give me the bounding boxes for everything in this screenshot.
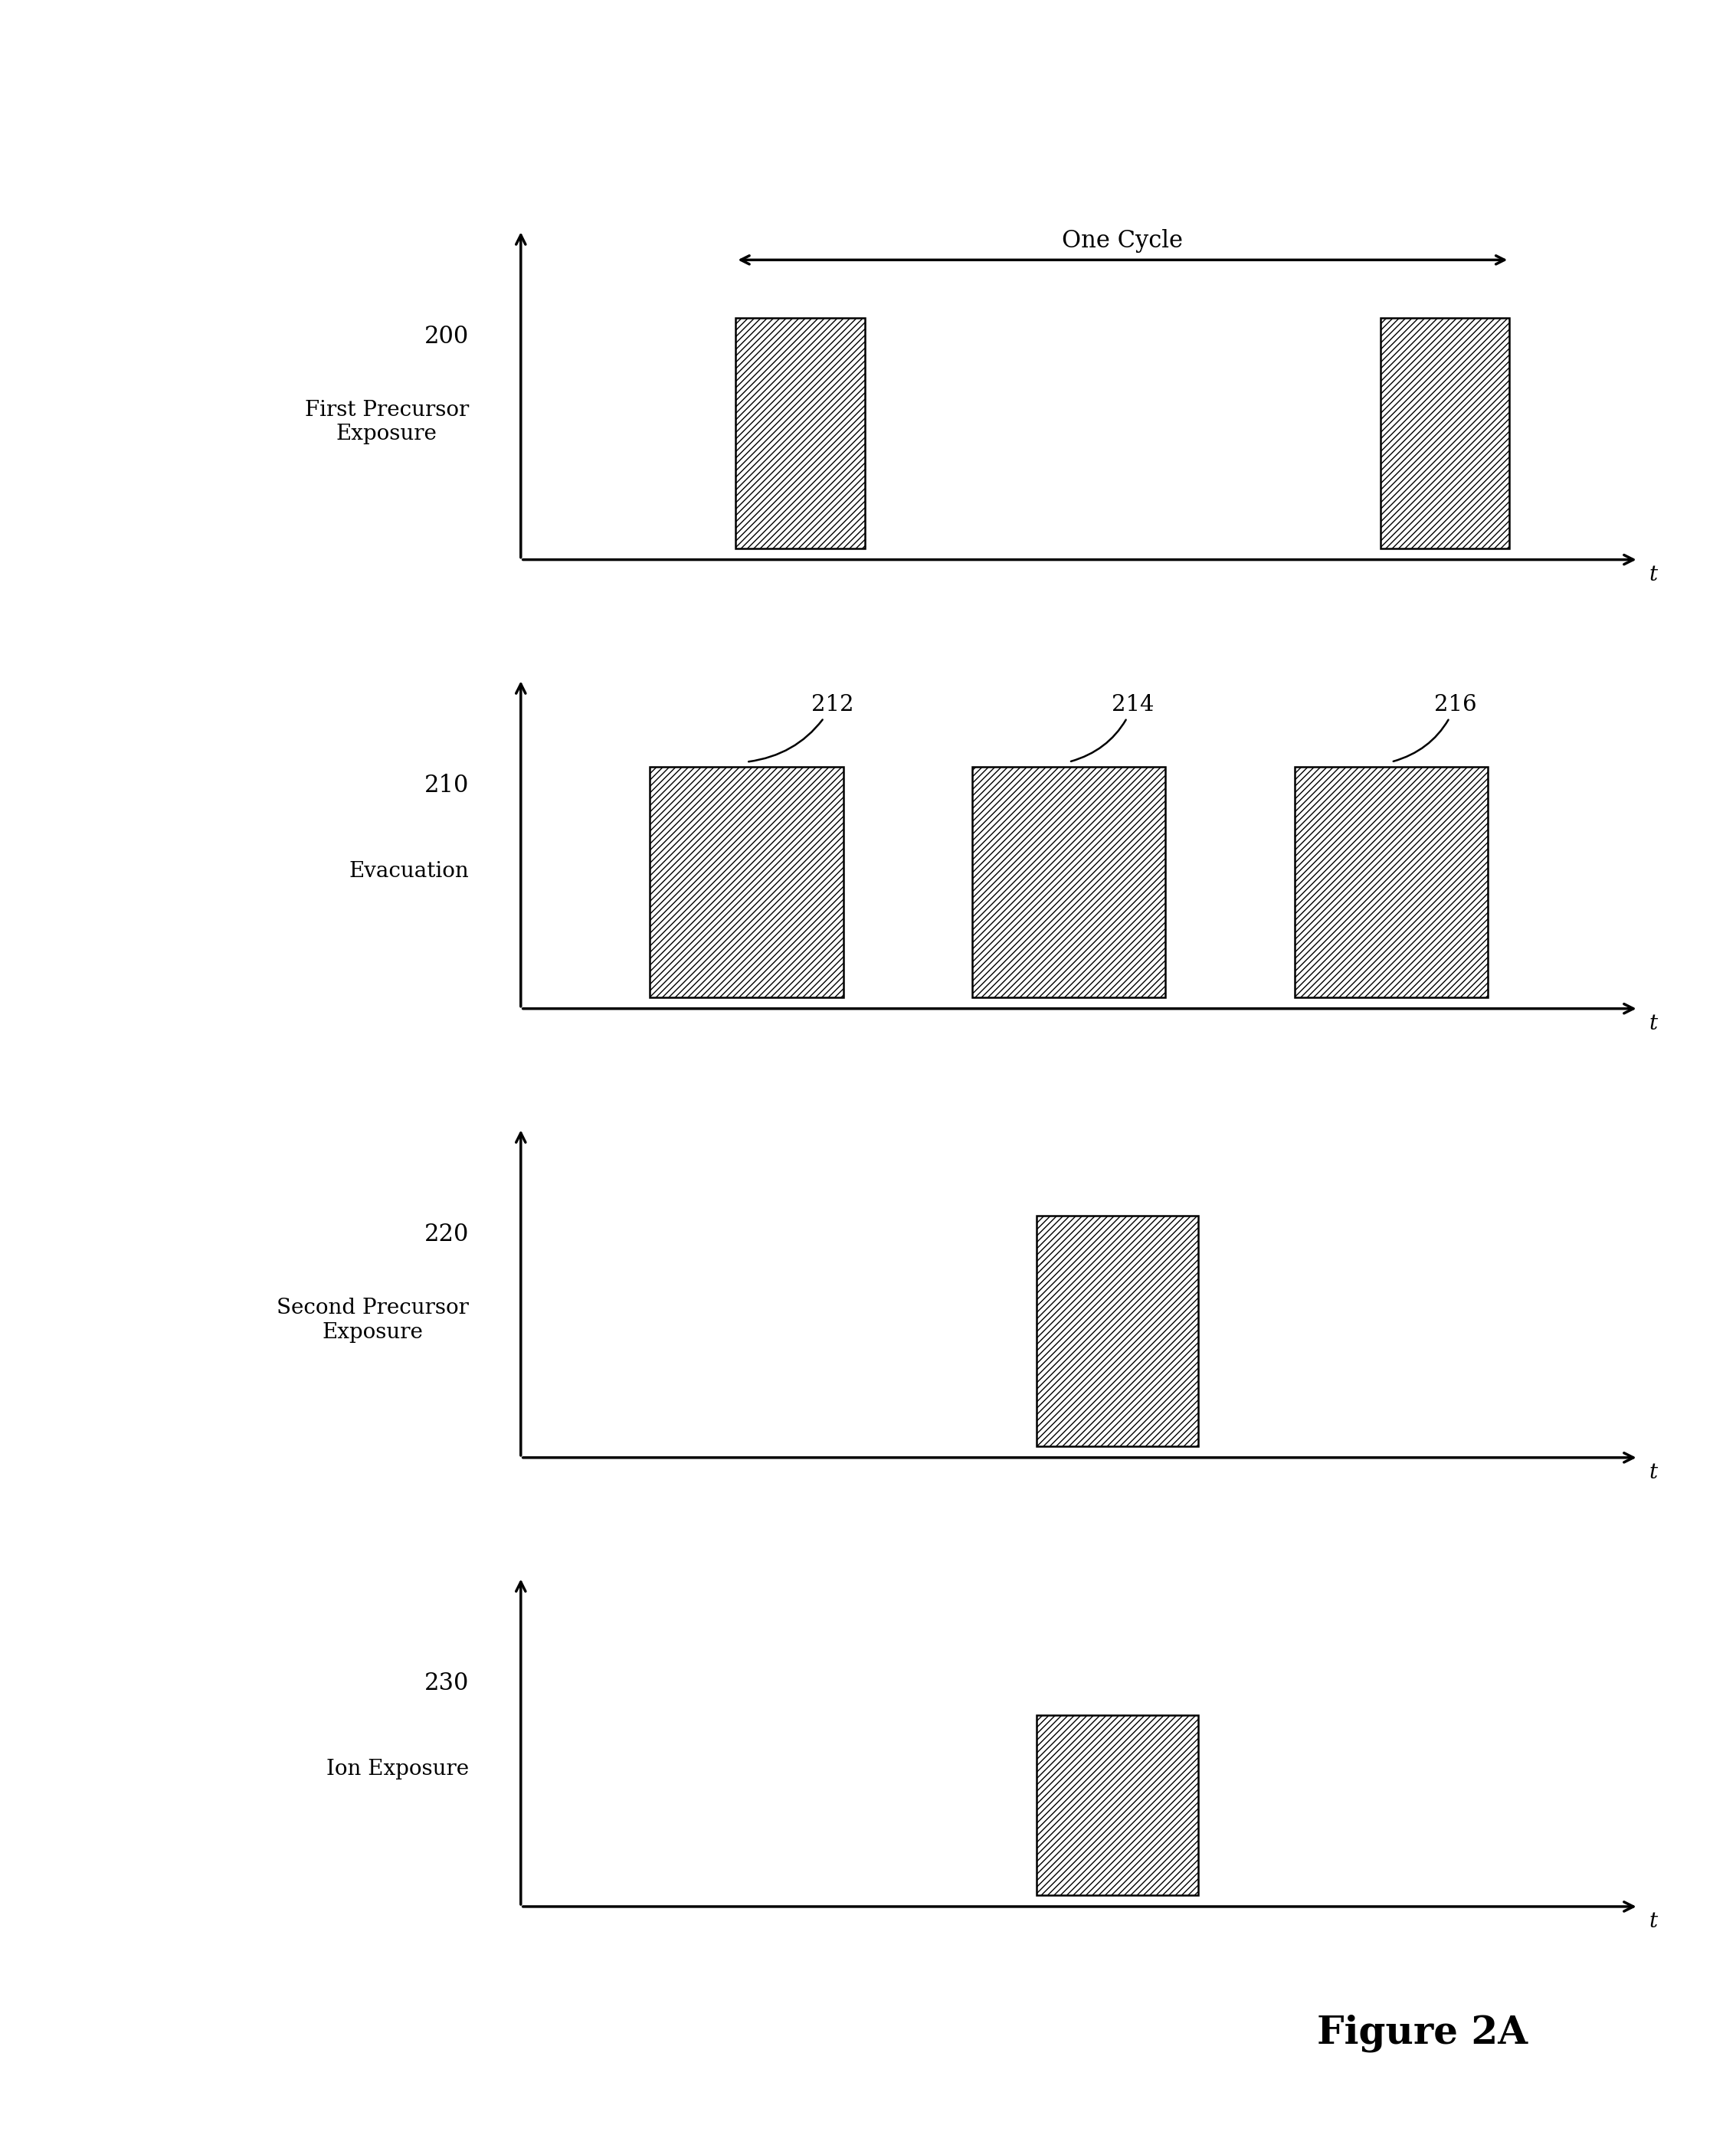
Text: Second Precursor
Exposure: Second Precursor Exposure [276, 1298, 469, 1343]
Bar [972, 768, 1165, 996]
Text: 210: 210 [424, 774, 469, 797]
Bar [1036, 1217, 1198, 1445]
Text: Evacuation: Evacuation [349, 862, 469, 881]
Bar [649, 768, 844, 996]
Text: t: t [1649, 1911, 1658, 1933]
Text: First Precursor
Exposure: First Precursor Exposure [304, 400, 469, 445]
Text: t: t [1649, 1013, 1658, 1035]
Bar [1380, 319, 1510, 547]
Text: t: t [1649, 564, 1658, 586]
Text: 216: 216 [1394, 695, 1477, 761]
Text: 200: 200 [424, 325, 469, 348]
Bar [1036, 1715, 1198, 1894]
Text: t: t [1649, 1462, 1658, 1484]
Text: 214: 214 [1071, 695, 1154, 761]
Bar [1295, 768, 1488, 996]
Text: 220: 220 [424, 1223, 469, 1246]
Text: 212: 212 [748, 695, 854, 761]
Text: 230: 230 [424, 1672, 469, 1695]
Text: Ion Exposure: Ion Exposure [326, 1760, 469, 1779]
Text: One Cycle: One Cycle [1062, 229, 1184, 252]
Bar [736, 319, 865, 547]
Text: Figure 2A: Figure 2A [1318, 2014, 1528, 2052]
